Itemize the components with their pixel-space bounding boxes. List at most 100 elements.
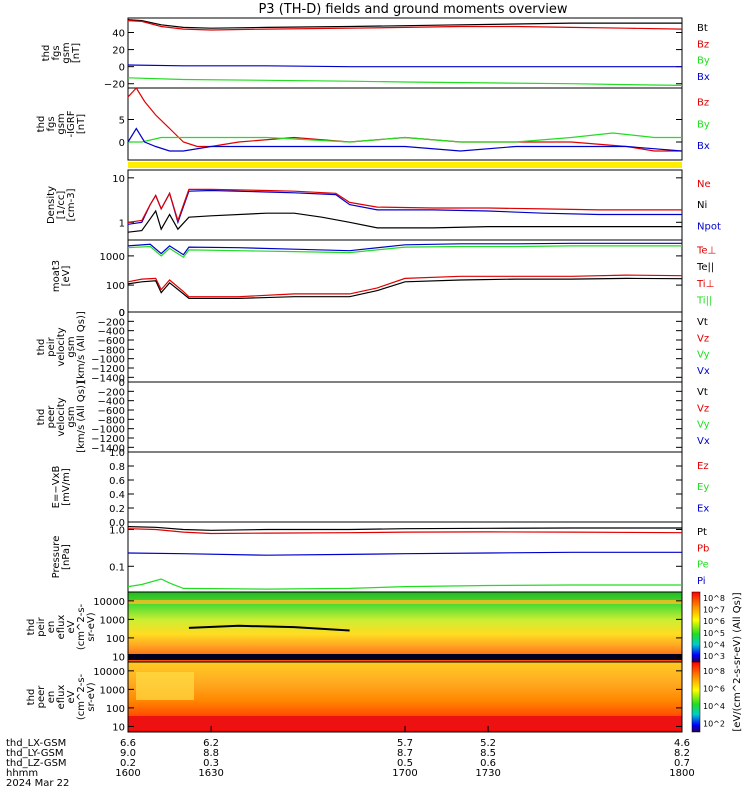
xaxis-row-label: thd_LZ-GSM — [6, 758, 67, 769]
peir-spec-top-band — [128, 600, 682, 604]
peir-spec-colorbar-tick: 10^7 — [703, 606, 725, 615]
fgs-ylabel-line: gsm — [61, 42, 72, 63]
temperature-legend-2: Ti⊥ — [696, 279, 714, 290]
pressure-ylabel-line: Pressure — [51, 536, 62, 579]
peir-velocity-legend-1: Vz — [697, 333, 709, 344]
efield-ytick-label: 0.8 — [109, 462, 125, 473]
pressure-legend-2: Pe — [697, 560, 709, 571]
peer-spec-ylabel-line: peer — [36, 685, 47, 709]
plot-title: P3 (TH-D) fields and ground moments over… — [258, 2, 567, 17]
peer-spec-colorbar — [691, 661, 701, 733]
peer-spec-bright-patch — [136, 672, 194, 700]
xaxis-row-value: 0.6 — [480, 758, 496, 769]
efield-ytick-label: 0.6 — [109, 476, 125, 487]
fgs-ytick-label: 20 — [112, 46, 125, 57]
pressure-series-pt — [127, 526, 682, 531]
peer-spec-ylabel-line: thd — [26, 689, 37, 706]
peir-spec-ytick-label: 10000 — [93, 597, 125, 608]
fgs-igrf-legend-1: By — [697, 119, 710, 130]
fgs-igrf-ytick-label: 0 — [119, 138, 125, 149]
fgs-igrf-ytick-label: 5 — [119, 116, 125, 127]
peer-spec-ytick-label: 10 — [112, 722, 125, 733]
fgs-ytick-label: −20 — [104, 80, 125, 91]
efield-ytick-label: 1.0 — [109, 448, 125, 459]
peir-spec-colorbar-tick: 10^5 — [703, 629, 725, 638]
efield-ytick-label: 0.0 — [109, 518, 125, 529]
fgs-igrf-series-bx — [127, 127, 683, 152]
temperature-legend-1: Te|| — [696, 262, 714, 273]
xaxis-row-label: thd_LX-GSM — [6, 738, 66, 749]
peer-spec-low-energy-band — [128, 716, 682, 730]
peer-velocity-ylabel-line: gsm — [66, 406, 77, 427]
peer-velocity-ytick-label: 0 — [119, 378, 125, 389]
peir-spec-ylabel-line: eV — [66, 620, 77, 633]
peer-spec-ylabel-line: eflux — [56, 685, 67, 710]
xaxis-row-value: 8.7 — [397, 748, 413, 759]
efield-ylabel-line: E=−VxB — [51, 466, 62, 509]
peir-spec-ridge — [188, 624, 350, 632]
efield-ylabel-line: [mV/m] — [61, 468, 72, 506]
xaxis-row-value: 0.5 — [397, 758, 413, 769]
peer-spec-ylabel-line: eV — [66, 690, 77, 703]
temperature-ytick-label: 1000 — [100, 252, 125, 263]
density-series-ni — [127, 209, 682, 233]
temperature-series-te — [127, 277, 683, 299]
peer-velocity-frame — [127, 381, 683, 453]
peer-spec-ylabel-line: (cm^2-s- — [76, 673, 87, 720]
xaxis-row-value: 1600 — [115, 768, 140, 779]
density-ylabel-line: [cm-3] — [66, 188, 77, 221]
peer-velocity-ylabel-line: peer — [46, 405, 57, 429]
fgs-series-by — [127, 64, 682, 68]
temperature-legend-0: Te⊥ — [696, 245, 716, 256]
peir-velocity-ylabel-line: peir — [46, 336, 57, 356]
peir-velocity-legend-0: Vt — [697, 317, 708, 328]
xaxis-date: 2024 Mar 22 — [6, 778, 69, 789]
peer-spec-ylabel-line: en — [46, 691, 57, 704]
xaxis-row-value: 6.6 — [120, 738, 136, 749]
fgs-igrf-ylabel-line: thd — [36, 116, 47, 133]
fgs-ylabel-line: thd — [41, 45, 52, 62]
peer-spec-ytick-label: 100 — [106, 704, 125, 715]
peir-spec-colorbar-tick: 10^8 — [703, 594, 725, 603]
efield-legend-0: Ez — [697, 461, 709, 472]
peir-velocity-ylabel-line: gsm — [66, 336, 77, 357]
fgs-igrf-ylabel-line: -IGRF — [66, 110, 77, 137]
density-ylabel-line: [1/cc] — [56, 191, 67, 220]
peir-spec-ylabel-line: thd — [26, 619, 37, 636]
fgs-legend-0: Bt — [697, 23, 708, 34]
temperature-ytick-label: 100 — [106, 281, 125, 292]
xaxis-row-label: hhmm — [6, 768, 38, 779]
colorbar-label: [eV/(cm^2-s-sr-eV) (All Qs)] — [732, 592, 743, 731]
density-ytick-label: 10 — [112, 174, 125, 185]
fgs-legend-1: Bz — [697, 39, 709, 50]
pressure-legend-1: Pb — [697, 543, 709, 554]
pressure-series-pi — [127, 551, 682, 556]
peir-spec-ytick-label: 1000 — [100, 615, 125, 626]
density-legend-1: Ni — [697, 200, 707, 211]
peir-velocity-ylabel-line: velocity — [56, 327, 67, 366]
peir-spec-ylabel-line: (cm^2-s- — [76, 603, 87, 650]
xaxis-row-value: 0.3 — [203, 758, 219, 769]
peer-velocity-ylabel-line: [km/s (All Qs)] — [76, 381, 87, 453]
peer-spec-colorbar-tick: 10^6 — [703, 684, 725, 693]
peer-velocity-ytick-label: −600 — [98, 406, 125, 417]
temperature-ylabel-line: [eV] — [61, 266, 72, 287]
efield-legend-2: Ex — [697, 503, 709, 514]
peer-spec-colorbar-tick: 10^2 — [703, 719, 725, 728]
peir-spec-ylabel-line: sr-eV) — [86, 612, 97, 641]
peir-spec-colorbar — [691, 591, 701, 663]
peer-velocity-legend-2: Vy — [697, 420, 710, 431]
peir-velocity-ytick-label: −1200 — [91, 364, 125, 375]
peer-spec-ytick-label: 10000 — [93, 667, 125, 678]
xaxis-row-value: 1800 — [669, 768, 694, 779]
temperature-series-ti — [127, 245, 682, 259]
fgs-series-bx — [127, 77, 683, 86]
peir-spec-ylabel-line: peir — [36, 616, 47, 636]
fgs-igrf-series-bz — [127, 87, 682, 152]
peir-velocity-ytick-label: −400 — [98, 327, 125, 338]
fgs-series-bt — [127, 19, 682, 29]
xaxis-row-value: 5.2 — [480, 738, 496, 749]
fgs-ylabel-line: [nT] — [71, 43, 82, 63]
peir-velocity-ytick-label: −800 — [98, 345, 125, 356]
peer-spec-image — [128, 662, 682, 732]
